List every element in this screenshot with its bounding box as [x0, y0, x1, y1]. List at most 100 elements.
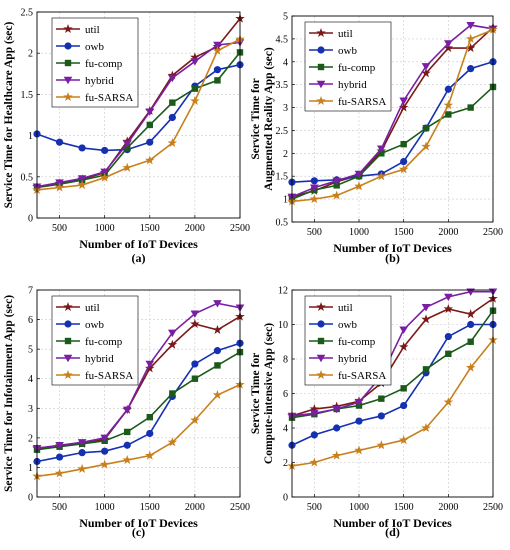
series-line-hybrid: [36, 302, 241, 450]
data-point-owb: [191, 360, 199, 368]
y-tick-label: 2.5: [276, 126, 289, 137]
legend-label-owb: owb: [338, 319, 357, 331]
data-point-fu-SARSA: [421, 141, 431, 151]
y-tick-label: 4.5: [276, 34, 289, 45]
data-point-owb: [400, 157, 408, 166]
y-axis-label: Service Time forAugmented Reality App (s…: [250, 47, 275, 191]
y-tick-label: 7: [28, 286, 33, 297]
data-point-fu-comp: [146, 121, 153, 129]
series-line-hybrid: [291, 290, 493, 417]
data-point-hybrid: [310, 184, 319, 192]
data-point-hybrid: [332, 177, 341, 185]
data-point-util: [465, 43, 476, 53]
y-tick-label: 5: [28, 345, 33, 356]
data-point-fu-SARSA: [398, 435, 409, 445]
x-tick-label: 500: [52, 502, 67, 513]
legend-marker-util: [316, 28, 326, 38]
x-tick-label: 2500: [483, 227, 503, 238]
legend: util owb fu-comp hybrid fu-SARSA: [51, 295, 139, 386]
legend-marker-fu-comp: [317, 337, 325, 345]
x-tick-label: 1500: [140, 502, 160, 513]
legend: util owb fu-comp hybrid fu-SARSA: [51, 17, 139, 108]
data-point-fu-SARSA: [145, 155, 155, 165]
legend-marker-fu-SARSA: [63, 370, 73, 380]
legend-marker-util: [316, 302, 326, 312]
x-tick-label: 1500: [394, 227, 414, 238]
x-tick-label: 1500: [394, 502, 414, 513]
data-point-hybrid: [354, 398, 364, 407]
panel-label: (b): [385, 251, 400, 265]
data-point-owb: [146, 429, 154, 438]
data-point-fu-comp: [169, 99, 176, 106]
series-line-owb: [291, 61, 494, 183]
data-point-hybrid: [190, 58, 200, 66]
x-tick-label: 2500: [483, 502, 503, 513]
y-tick-label: 2: [28, 433, 33, 444]
data-point-fu-comp: [214, 362, 221, 369]
data-point-hybrid: [399, 97, 408, 105]
data-point-hybrid: [77, 175, 87, 183]
legend-label-owb: owb: [85, 319, 104, 331]
data-point-fu-comp: [445, 111, 452, 118]
y-tick-label: 5: [283, 12, 288, 23]
x-tick-label: 2500: [230, 502, 250, 513]
data-point-fu-SARSA: [421, 423, 431, 433]
data-point-fu-SARSA: [190, 95, 200, 106]
data-point-owb: [377, 412, 385, 420]
data-point-util: [421, 68, 431, 78]
x-axis-label: Number of IoT Devices: [79, 516, 198, 530]
axes-frame: [291, 289, 494, 498]
data-point-owb: [78, 144, 86, 152]
legend-label-fu-SARSA: fu-SARSA: [338, 370, 386, 382]
data-point-hybrid: [190, 310, 200, 318]
x-tick-label: 1000: [349, 502, 369, 513]
legend-label-fu-comp: fu-comp: [85, 336, 123, 348]
data-point-fu-comp: [191, 375, 199, 382]
panel-label: (c): [132, 525, 145, 539]
y-tick-label: 3: [283, 103, 288, 114]
legend-marker-hybrid: [316, 354, 326, 363]
x-tick-label: 2500: [230, 223, 250, 234]
legend-marker-util: [63, 24, 73, 34]
data-point-fu-SARSA: [54, 468, 65, 478]
legend-marker-fu-SARSA: [63, 92, 73, 102]
data-point-fu-SARSA: [122, 455, 132, 465]
axes-frame: [291, 15, 494, 223]
x-tick-label: 500: [307, 227, 322, 238]
y-tick-label: 0: [28, 493, 33, 504]
y-tick-label: 3: [28, 404, 33, 415]
series-line-fu-comp: [36, 351, 241, 451]
series-line-fu-SARSA: [36, 38, 241, 191]
legend: util owb fu-comp hybrid fu-SARSA: [304, 295, 392, 386]
x-tick-label: 2000: [185, 223, 205, 234]
data-point-hybrid: [213, 41, 222, 50]
y-tick-label: 1: [28, 463, 33, 474]
y-axis-label: Service Time forCompute-intensive App (s…: [250, 323, 275, 464]
data-point-util: [212, 324, 223, 334]
y-tick-label: 12: [278, 286, 288, 297]
data-point-owb: [355, 417, 363, 425]
axes-frame: [36, 289, 241, 498]
series-line-hybrid: [36, 41, 241, 188]
series-line-fu-comp: [36, 51, 241, 189]
panel-label: (d): [385, 525, 400, 539]
data-point-owb: [78, 449, 86, 457]
data-point-hybrid: [444, 40, 453, 48]
series-line-util: [36, 18, 241, 188]
data-point-fu-SARSA: [309, 457, 320, 467]
series-line-fu-SARSA: [291, 339, 494, 467]
data-point-owb: [55, 138, 64, 146]
data-point-fu-SARSA: [99, 459, 110, 469]
legend-label-fu-SARSA: fu-SARSA: [338, 96, 386, 108]
legend-label-owb: owb: [85, 41, 104, 53]
y-tick-label: 0.5: [21, 172, 34, 183]
legend-marker-owb: [317, 320, 325, 328]
data-point-fu-SARSA: [354, 181, 364, 191]
legend-label-fu-comp: fu-comp: [85, 58, 123, 70]
series-line-hybrid: [291, 24, 494, 198]
series-line-fu-comp: [291, 86, 494, 200]
y-tick-label: 6: [283, 389, 288, 400]
y-tick-label: 1.5: [276, 172, 289, 183]
legend-marker-owb: [64, 320, 72, 328]
